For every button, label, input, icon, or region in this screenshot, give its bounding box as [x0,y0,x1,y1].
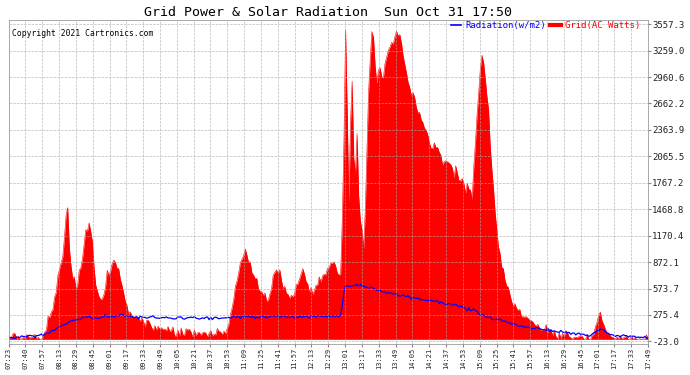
Title: Grid Power & Solar Radiation  Sun Oct 31 17:50: Grid Power & Solar Radiation Sun Oct 31 … [144,6,512,18]
Legend: Radiation(w/m2), Grid(AC Watts): Radiation(w/m2), Grid(AC Watts) [447,18,644,34]
Text: Copyright 2021 Cartronics.com: Copyright 2021 Cartronics.com [12,30,153,39]
